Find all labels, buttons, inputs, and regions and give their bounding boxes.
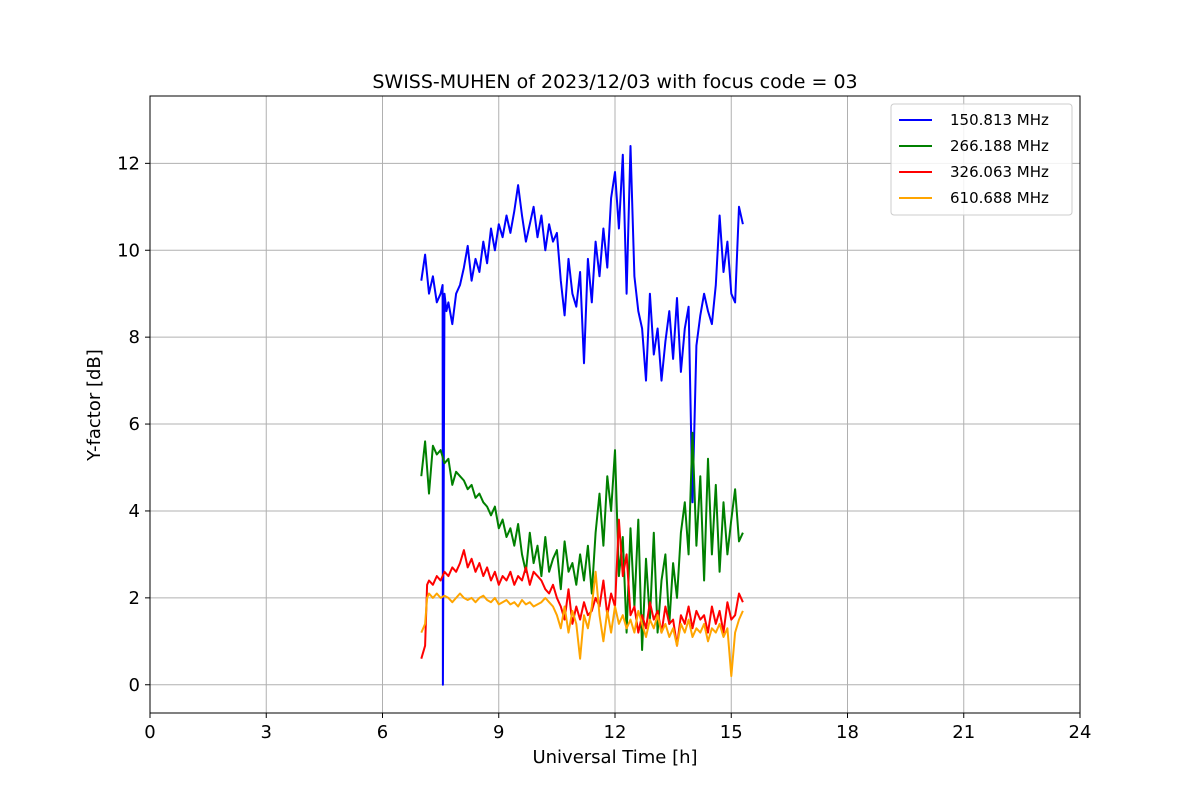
x-axis-label: Universal Time [h] <box>532 747 697 768</box>
series-1 <box>420 431 744 651</box>
x-tick-label: 18 <box>836 722 859 743</box>
series-2 <box>420 518 744 659</box>
y-tick-label: 0 <box>129 675 140 696</box>
legend-item: 610.688 MHz <box>899 189 1049 207</box>
chart-title: SWISS-MUHEN of 2023/12/03 with focus cod… <box>372 71 857 93</box>
legend-item: 150.813 MHz <box>899 111 1049 129</box>
legend-label: 266.188 MHz <box>950 137 1049 155</box>
x-tick-label: 3 <box>261 722 272 743</box>
x-tick-label: 6 <box>377 722 388 743</box>
y-tick-label: 2 <box>129 588 140 609</box>
y-tick-label: 4 <box>129 501 140 522</box>
x-tick-label: 0 <box>144 722 155 743</box>
x-tick-label: 12 <box>604 722 627 743</box>
legend-label: 610.688 MHz <box>950 189 1049 207</box>
series-layer <box>420 145 744 686</box>
y-axis-label: Y-factor [dB] <box>84 349 105 462</box>
series-line <box>420 431 744 651</box>
y-tick-label: 8 <box>129 327 140 348</box>
legend-label: 150.813 MHz <box>950 111 1049 129</box>
legend-frame <box>890 103 1073 216</box>
x-tick-label: 9 <box>493 722 504 743</box>
legend-item: 266.188 MHz <box>899 137 1049 155</box>
y-tick-label: 6 <box>129 414 140 435</box>
x-tick-label: 24 <box>1069 722 1092 743</box>
legend-label: 326.063 MHz <box>950 163 1049 181</box>
legend-item: 326.063 MHz <box>899 163 1049 181</box>
series-0 <box>420 145 744 686</box>
series-line <box>420 145 744 686</box>
y-tick-label: 12 <box>117 153 140 174</box>
x-tick-label: 21 <box>952 722 975 743</box>
y-tick-label: 10 <box>117 240 140 261</box>
x-tick-label: 15 <box>720 722 743 743</box>
series-line <box>420 570 744 678</box>
series-3 <box>420 570 744 678</box>
legend: 150.813 MHz 266.188 MHz 326.063 MHz 610.688… <box>890 103 1073 216</box>
series-line <box>420 518 744 659</box>
